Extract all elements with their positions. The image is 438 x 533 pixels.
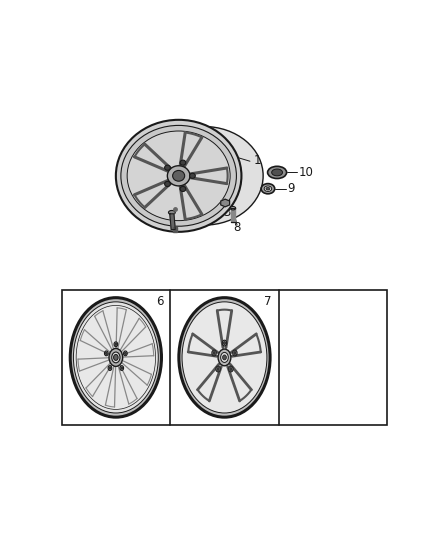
Ellipse shape	[230, 368, 232, 370]
Polygon shape	[170, 214, 175, 229]
Text: 3: 3	[223, 206, 230, 219]
Ellipse shape	[165, 165, 170, 170]
Ellipse shape	[70, 297, 162, 417]
Ellipse shape	[268, 166, 286, 179]
Ellipse shape	[113, 354, 118, 360]
Bar	[61, 289, 387, 425]
Ellipse shape	[190, 173, 195, 179]
Ellipse shape	[233, 350, 237, 356]
Text: 8: 8	[233, 221, 241, 234]
Ellipse shape	[124, 352, 126, 354]
Ellipse shape	[216, 366, 220, 372]
Ellipse shape	[180, 187, 186, 191]
Ellipse shape	[167, 166, 190, 186]
Ellipse shape	[121, 367, 123, 369]
Ellipse shape	[218, 349, 231, 366]
Ellipse shape	[76, 305, 155, 409]
Ellipse shape	[165, 181, 170, 187]
Ellipse shape	[108, 366, 112, 370]
Ellipse shape	[179, 297, 270, 417]
Ellipse shape	[106, 352, 107, 354]
Ellipse shape	[223, 355, 226, 360]
Ellipse shape	[213, 351, 215, 354]
Ellipse shape	[272, 169, 283, 176]
Text: 9: 9	[287, 182, 295, 195]
Ellipse shape	[169, 211, 175, 214]
Ellipse shape	[223, 340, 226, 346]
Ellipse shape	[115, 343, 117, 345]
Ellipse shape	[109, 367, 111, 369]
Ellipse shape	[112, 352, 120, 363]
Ellipse shape	[223, 342, 226, 344]
Ellipse shape	[229, 366, 233, 372]
Ellipse shape	[116, 120, 241, 232]
Ellipse shape	[105, 351, 108, 356]
Ellipse shape	[124, 351, 127, 356]
Text: 6: 6	[156, 295, 163, 308]
Ellipse shape	[127, 131, 230, 221]
Ellipse shape	[114, 342, 118, 346]
Text: 10: 10	[299, 166, 314, 179]
Ellipse shape	[221, 352, 228, 362]
Text: 1: 1	[253, 154, 261, 167]
Ellipse shape	[217, 368, 219, 370]
Text: 5: 5	[149, 193, 156, 206]
Ellipse shape	[120, 366, 124, 370]
Ellipse shape	[266, 188, 270, 190]
Ellipse shape	[173, 171, 185, 181]
Polygon shape	[231, 208, 235, 222]
Ellipse shape	[230, 206, 236, 210]
Ellipse shape	[145, 126, 263, 225]
Ellipse shape	[109, 349, 123, 366]
Ellipse shape	[212, 350, 216, 356]
Text: 4: 4	[144, 214, 152, 227]
Text: 7: 7	[265, 295, 272, 308]
Polygon shape	[173, 227, 177, 232]
Ellipse shape	[234, 351, 236, 354]
Ellipse shape	[74, 302, 158, 413]
Ellipse shape	[180, 160, 186, 165]
Ellipse shape	[121, 125, 237, 226]
Ellipse shape	[261, 184, 275, 194]
Ellipse shape	[182, 302, 267, 413]
Ellipse shape	[264, 186, 272, 191]
Polygon shape	[221, 199, 230, 207]
